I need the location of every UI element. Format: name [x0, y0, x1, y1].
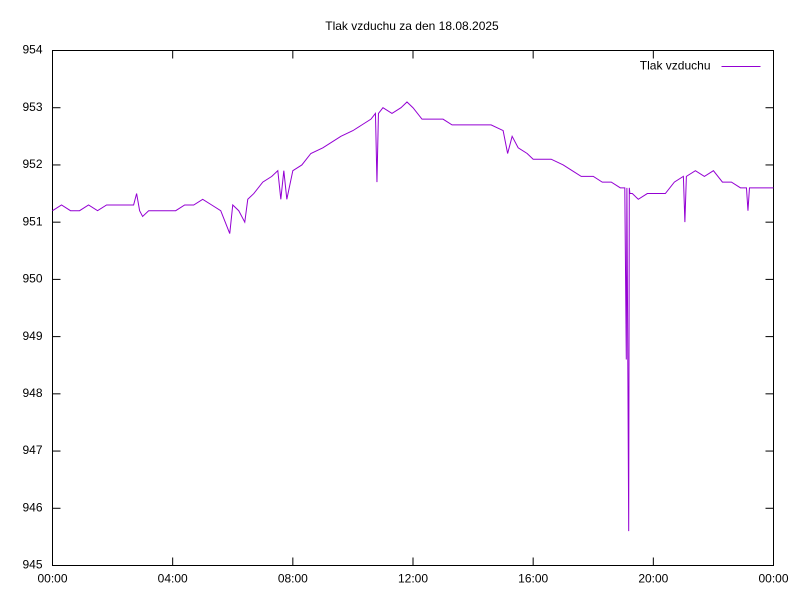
plot-frame — [52, 50, 774, 566]
x-tick-label: 00:00 — [37, 572, 67, 586]
x-tick-label: 00:00 — [758, 572, 788, 586]
y-tick-label: 952 — [22, 157, 42, 171]
legend-label: Tlak vzduchu — [640, 59, 711, 73]
x-tick-label: 12:00 — [398, 572, 428, 586]
y-tick-label: 947 — [22, 443, 42, 457]
x-tick-label: 08:00 — [278, 572, 308, 586]
y-tick-label: 954 — [22, 43, 42, 57]
x-tick-label: 16:00 — [518, 572, 548, 586]
chart-title: Tlak vzduchu za den 18.08.2025 — [325, 19, 499, 33]
y-tick-label: 953 — [22, 100, 42, 114]
y-tick-label: 950 — [22, 272, 42, 286]
y-tick-label: 945 — [22, 558, 42, 572]
y-tick-label: 946 — [22, 500, 42, 514]
y-tick-label: 948 — [22, 386, 42, 400]
y-tick-label: 949 — [22, 329, 42, 343]
x-tick-label: 04:00 — [158, 572, 188, 586]
x-tick-label: 20:00 — [638, 572, 668, 586]
data-line — [52, 101, 774, 532]
y-tick-label: 951 — [22, 214, 42, 228]
